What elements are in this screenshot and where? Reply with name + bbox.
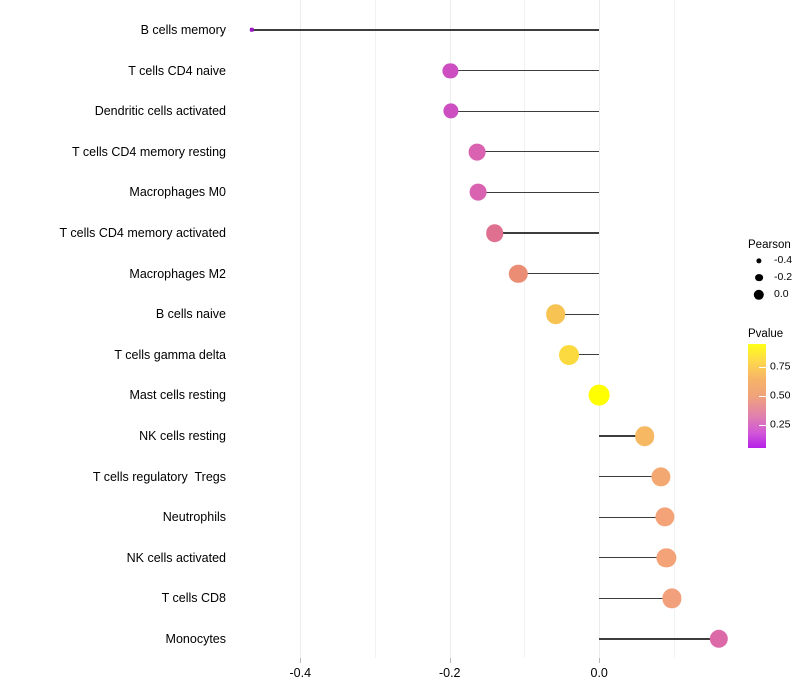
lollipop-stem <box>599 475 662 478</box>
legend-size-entry: 0.0 <box>748 286 800 303</box>
data-point[interactable] <box>468 143 486 161</box>
legend-size-label: 0.0 <box>774 288 789 300</box>
x-tick-label: -0.4 <box>289 666 312 680</box>
data-point[interactable] <box>656 548 677 568</box>
legend-size-label: -0.4 <box>774 254 793 266</box>
data-point[interactable] <box>559 344 580 365</box>
legend-size-swatch <box>748 269 770 286</box>
y-axis-label: T cells regulatory Tregs <box>92 469 226 484</box>
colorbar-wrap: 0.75 0.50 0.25 <box>748 344 800 448</box>
legend-size-entry: -0.4 <box>748 252 800 269</box>
y-axis-label: Mast cells resting <box>129 388 226 403</box>
legend-pearson-title: Pearson <box>748 239 791 251</box>
x-tick-label: -0.2 <box>438 666 461 680</box>
data-point[interactable] <box>655 507 675 527</box>
legend-size-label: -0.2 <box>774 271 793 283</box>
lollipop-stem <box>494 232 600 234</box>
data-point[interactable] <box>709 629 728 649</box>
y-axis-label: T cells CD4 memory activated <box>59 226 227 240</box>
lollipop-stem <box>569 354 600 356</box>
y-axis-label: NK cells resting <box>139 429 226 443</box>
colorbar-tick <box>759 424 766 426</box>
lollipop-stem <box>478 191 600 194</box>
lollipop-stem <box>555 313 600 315</box>
y-axis-label: B cells memory <box>140 23 226 37</box>
x-tick-mark <box>599 658 601 663</box>
legend-pearson-size: Pearson -0.4 -0.2 0.0 <box>748 238 800 303</box>
lollipop-stem <box>599 516 665 518</box>
data-point[interactable] <box>635 426 655 446</box>
x-tick-mark <box>449 658 451 663</box>
lollipop-stem <box>599 557 667 559</box>
legend-size-dot <box>755 273 763 282</box>
y-axis-label: Monocytes <box>165 632 226 646</box>
colorbar-tick-label: 0.25 <box>770 418 791 431</box>
lollipop-stem <box>599 597 672 600</box>
data-point[interactable] <box>546 304 566 324</box>
y-axis-label: Dendritic cells activated <box>94 104 226 119</box>
y-axis-label: NK cells activated <box>126 550 226 565</box>
data-point[interactable] <box>588 384 610 406</box>
y-axis-label: Macrophages M0 <box>129 185 226 200</box>
legend-pvalue-color: Pvalue 0.75 0.50 0.25 <box>748 327 800 448</box>
legend-size-swatch <box>748 252 770 269</box>
gridline <box>524 0 526 658</box>
lollipop-stem <box>251 29 600 31</box>
y-axis-label: T cells CD4 memory resting <box>72 144 226 159</box>
gridline <box>449 0 451 658</box>
legend-size-swatch <box>748 286 770 303</box>
data-point[interactable] <box>485 224 504 242</box>
gridline <box>375 0 376 658</box>
data-point[interactable] <box>469 183 487 201</box>
y-axis-label: Neutrophils <box>162 510 226 525</box>
pvalue-colorbar <box>748 344 766 448</box>
y-axis-label: B cells naive <box>155 307 226 322</box>
gridline <box>599 0 601 658</box>
plot-panel <box>233 0 730 658</box>
lollipop-stem <box>450 69 600 72</box>
data-point[interactable] <box>662 588 682 608</box>
legend-pvalue-title: Pvalue <box>748 328 784 340</box>
gridline <box>300 0 302 658</box>
lollipop-stem <box>599 435 645 437</box>
x-tick-label: 0.0 <box>590 666 608 680</box>
lollipop-stem <box>518 272 600 275</box>
data-point[interactable] <box>249 27 254 33</box>
lollipop-stem <box>451 110 600 112</box>
data-point[interactable] <box>443 103 459 119</box>
data-point[interactable] <box>651 467 671 487</box>
colorbar-tick-label: 0.50 <box>770 389 791 402</box>
y-axis-label: T cells CD4 naive <box>128 63 226 78</box>
x-axis: -0.4 -0.2 0.0 <box>0 658 800 700</box>
lollipop-stem <box>477 151 600 153</box>
lollipop-stem <box>599 638 719 640</box>
data-point[interactable] <box>442 63 459 79</box>
colorbar-tick <box>759 396 766 397</box>
colorbar-tick <box>759 367 766 369</box>
y-axis-label: T cells CD8 <box>161 591 226 606</box>
y-axis-label: Macrophages M2 <box>129 266 226 281</box>
x-tick-mark <box>300 658 302 663</box>
legend-pearson-entries: -0.4 -0.2 0.0 <box>748 252 800 303</box>
legend-size-dot <box>753 289 765 300</box>
legend-size-entry: -0.2 <box>748 269 800 286</box>
y-axis-labels: B cells memory T cells CD4 naive Dendritic… <box>0 0 227 700</box>
legend-size-dot <box>756 257 762 264</box>
gridline <box>673 0 675 658</box>
data-point[interactable] <box>509 264 528 283</box>
y-axis-label: T cells gamma delta <box>114 347 226 362</box>
colorbar-tick-label: 0.75 <box>770 360 791 373</box>
